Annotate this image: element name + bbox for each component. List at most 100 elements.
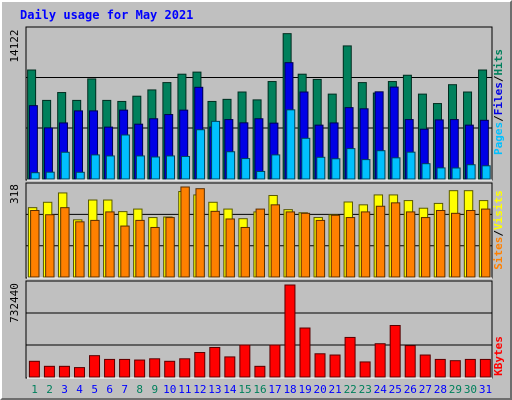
kbytes-bar-day-7 (119, 358, 131, 378)
kbytes-bar-day-24 (374, 343, 386, 378)
files-bar-day-1 (28, 105, 38, 180)
legend-hits: Hits (492, 49, 505, 76)
day-label-28: 28 (434, 383, 447, 396)
sites-bar-day-12 (195, 188, 205, 278)
kbytes-bar-day-25 (389, 325, 401, 378)
day-label-14: 14 (223, 383, 237, 396)
pages-bar-day-29 (451, 167, 461, 180)
kbytes-bar-day-22 (344, 336, 356, 378)
kbytes-bar-day-30 (464, 358, 476, 378)
day-label-10: 10 (163, 383, 176, 396)
day-label-22: 22 (344, 383, 357, 396)
ymax-label-panel1: 14122 (8, 29, 21, 62)
kbytes-bar-day-9 (149, 358, 161, 378)
pages-bar-day-5 (90, 154, 100, 180)
sites-bar-day-5 (90, 219, 100, 278)
kbytes-bar-day-11 (179, 358, 191, 378)
kbytes-bar-day-18 (284, 284, 296, 378)
pages-bar-day-24 (376, 150, 386, 180)
sites-bar-day-20 (315, 219, 326, 278)
pages-bar-day-19 (301, 137, 311, 180)
sites-bar-day-19 (300, 212, 311, 278)
day-label-15: 15 (238, 383, 251, 396)
sites-bar-day-6 (105, 211, 115, 278)
pages-bar-day-2 (45, 171, 55, 180)
day-label-20: 20 (314, 383, 327, 396)
files-bar-day-2 (43, 127, 53, 180)
pages-bar-day-9 (150, 156, 160, 180)
pages-bar-day-14 (226, 151, 236, 180)
pages-bar-day-17 (271, 154, 281, 180)
day-label-23: 23 (359, 383, 372, 396)
kbytes-bar-day-4 (73, 367, 85, 378)
sites-bar-day-29 (451, 212, 461, 278)
kbytes-bar-day-6 (104, 358, 116, 378)
day-label-17: 17 (268, 383, 281, 396)
sites-bar-day-10 (165, 217, 175, 278)
day-label-8: 8 (136, 383, 143, 396)
kbytes-bar-day-20 (314, 353, 326, 378)
sites-bar-day-23 (360, 211, 371, 278)
pages-bar-day-26 (406, 151, 416, 180)
pages-bar-day-25 (391, 157, 401, 180)
legend-visits: Visits (492, 190, 505, 230)
day-label-29: 29 (449, 383, 462, 396)
files-bar-day-4 (73, 110, 83, 180)
day-label-2: 2 (46, 383, 53, 396)
kbytes-bar-day-14 (224, 356, 236, 378)
legend-kbytes: KBytes (492, 336, 505, 376)
kbytes-bar-day-21 (329, 354, 341, 378)
legend-sites: Sites (492, 237, 505, 270)
kbytes-bar-day-29 (449, 360, 461, 378)
pages-bar-day-13 (211, 120, 221, 180)
day-label-27: 27 (419, 383, 432, 396)
kbytes-bar-day-12 (194, 352, 206, 378)
day-label-12: 12 (193, 383, 206, 396)
ymax-label-panel3: 732440 (8, 283, 21, 323)
day-label-1: 1 (31, 383, 38, 396)
sites-bar-day-17 (270, 204, 281, 278)
day-label-21: 21 (329, 383, 342, 396)
pages-bar-day-20 (316, 156, 326, 180)
pages-bar-day-28 (436, 167, 446, 180)
pages-bar-day-12 (196, 129, 206, 180)
pages-bar-day-7 (120, 134, 130, 180)
sites-bar-day-26 (405, 211, 416, 278)
pages-bar-day-23 (361, 159, 371, 180)
legend-middle-panel: Sites/Visits (492, 190, 505, 270)
legend-pages: Pages (492, 122, 505, 155)
kbytes-bar-day-13 (209, 346, 221, 378)
pages-bar-day-16 (256, 170, 266, 180)
pages-bar-day-27 (421, 163, 431, 180)
kbytes-bar-day-31 (479, 358, 491, 378)
sites-bar-day-4 (75, 221, 85, 278)
legend-top-panel: Pages/Files/Hits (492, 49, 505, 155)
sites-bar-day-11 (180, 186, 190, 278)
kbytes-bar-day-3 (58, 365, 70, 378)
day-label-11: 11 (178, 383, 191, 396)
legend-sep: / (492, 115, 505, 122)
pages-bar-day-10 (165, 155, 175, 180)
legend-sep: / (492, 230, 505, 237)
day-label-3: 3 (61, 383, 68, 396)
kbytes-bar-day-5 (89, 355, 101, 378)
day-label-26: 26 (404, 383, 417, 396)
pages-bar-day-4 (75, 171, 85, 180)
kbytes-bar-day-19 (299, 327, 311, 378)
kbytes-bar-day-16 (254, 365, 266, 378)
legend-files: Files (492, 82, 505, 115)
sites-bar-day-21 (330, 214, 341, 278)
day-label-24: 24 (374, 383, 388, 396)
sites-bar-day-3 (60, 207, 70, 278)
sites-bar-day-24 (375, 205, 386, 278)
pages-bar-day-6 (105, 155, 115, 180)
day-label-7: 7 (121, 383, 128, 396)
day-label-30: 30 (464, 383, 477, 396)
sites-bar-day-7 (120, 225, 130, 278)
sites-bar-day-31 (481, 208, 491, 278)
pages-bar-day-15 (241, 158, 251, 180)
kbytes-bar-day-17 (269, 344, 281, 378)
sites-bar-day-16 (255, 208, 265, 278)
pages-bar-day-3 (60, 151, 70, 180)
